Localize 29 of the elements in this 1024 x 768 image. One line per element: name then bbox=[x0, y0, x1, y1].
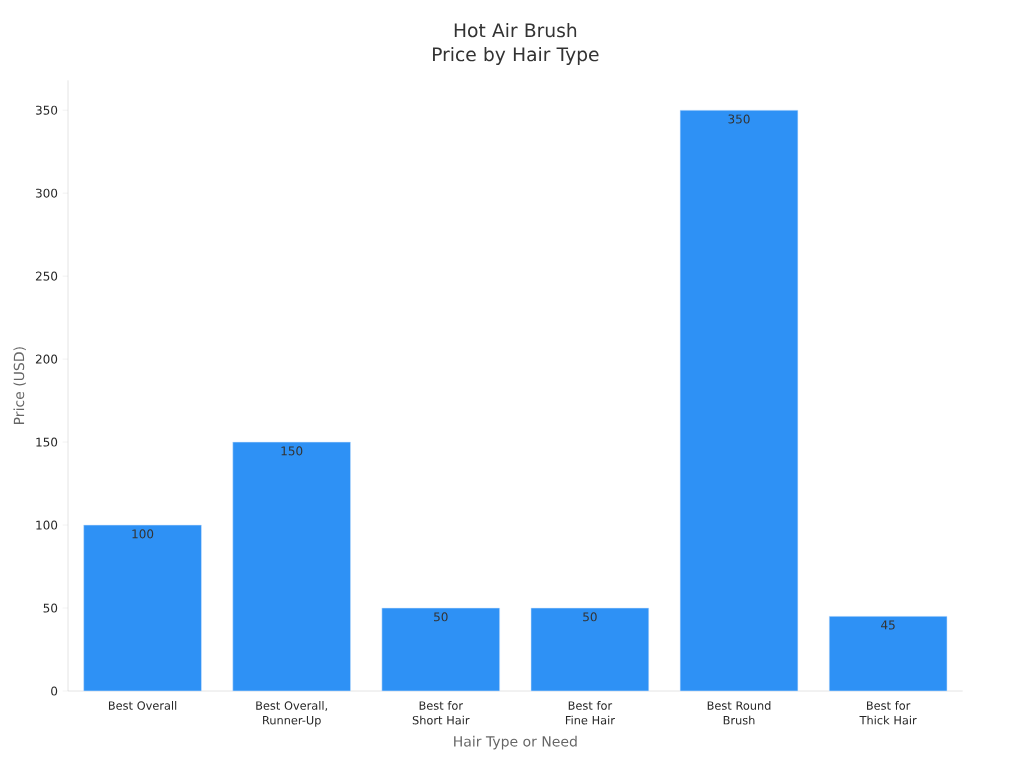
y-tick-label: 200 bbox=[35, 354, 58, 364]
bar bbox=[83, 524, 202, 692]
y-axis-title: Price (USD) bbox=[13, 347, 26, 424]
x-tick-label: Best for Thick Hair bbox=[859, 701, 917, 725]
y-tick-label: 300 bbox=[35, 188, 58, 198]
x-tick-label: Best for Short Hair bbox=[412, 701, 470, 725]
x-tick-label: Best Overall, Runner-Up bbox=[256, 701, 328, 727]
data-label: 50 bbox=[583, 612, 597, 622]
x-tick-label: Best Round Brush bbox=[707, 701, 771, 725]
bar bbox=[530, 607, 650, 692]
x-tick-label: Best Overall bbox=[108, 701, 177, 710]
data-label: 45 bbox=[881, 620, 895, 630]
x-tick-label: Best for Fine Hair bbox=[565, 701, 615, 725]
y-tick-label: 250 bbox=[35, 271, 58, 281]
data-label: 100 bbox=[132, 529, 154, 539]
bar bbox=[679, 109, 799, 692]
y-tick-label: 0 bbox=[51, 686, 58, 696]
y-tick-label: 150 bbox=[36, 437, 58, 447]
bar bbox=[828, 616, 948, 692]
chart-title: Hot Air Brush Price by Hair Type bbox=[433, 22, 599, 65]
data-label: 150 bbox=[281, 446, 303, 456]
x-axis-title: Hair Type or Need bbox=[454, 735, 577, 750]
y-tick-label: 50 bbox=[43, 603, 58, 613]
data-label: 50 bbox=[434, 612, 448, 622]
y-tick-label: 350 bbox=[35, 105, 58, 115]
bar bbox=[232, 441, 351, 692]
y-tick-label: 100 bbox=[36, 520, 58, 530]
bar bbox=[381, 607, 500, 692]
data-label: 350 bbox=[728, 114, 750, 124]
